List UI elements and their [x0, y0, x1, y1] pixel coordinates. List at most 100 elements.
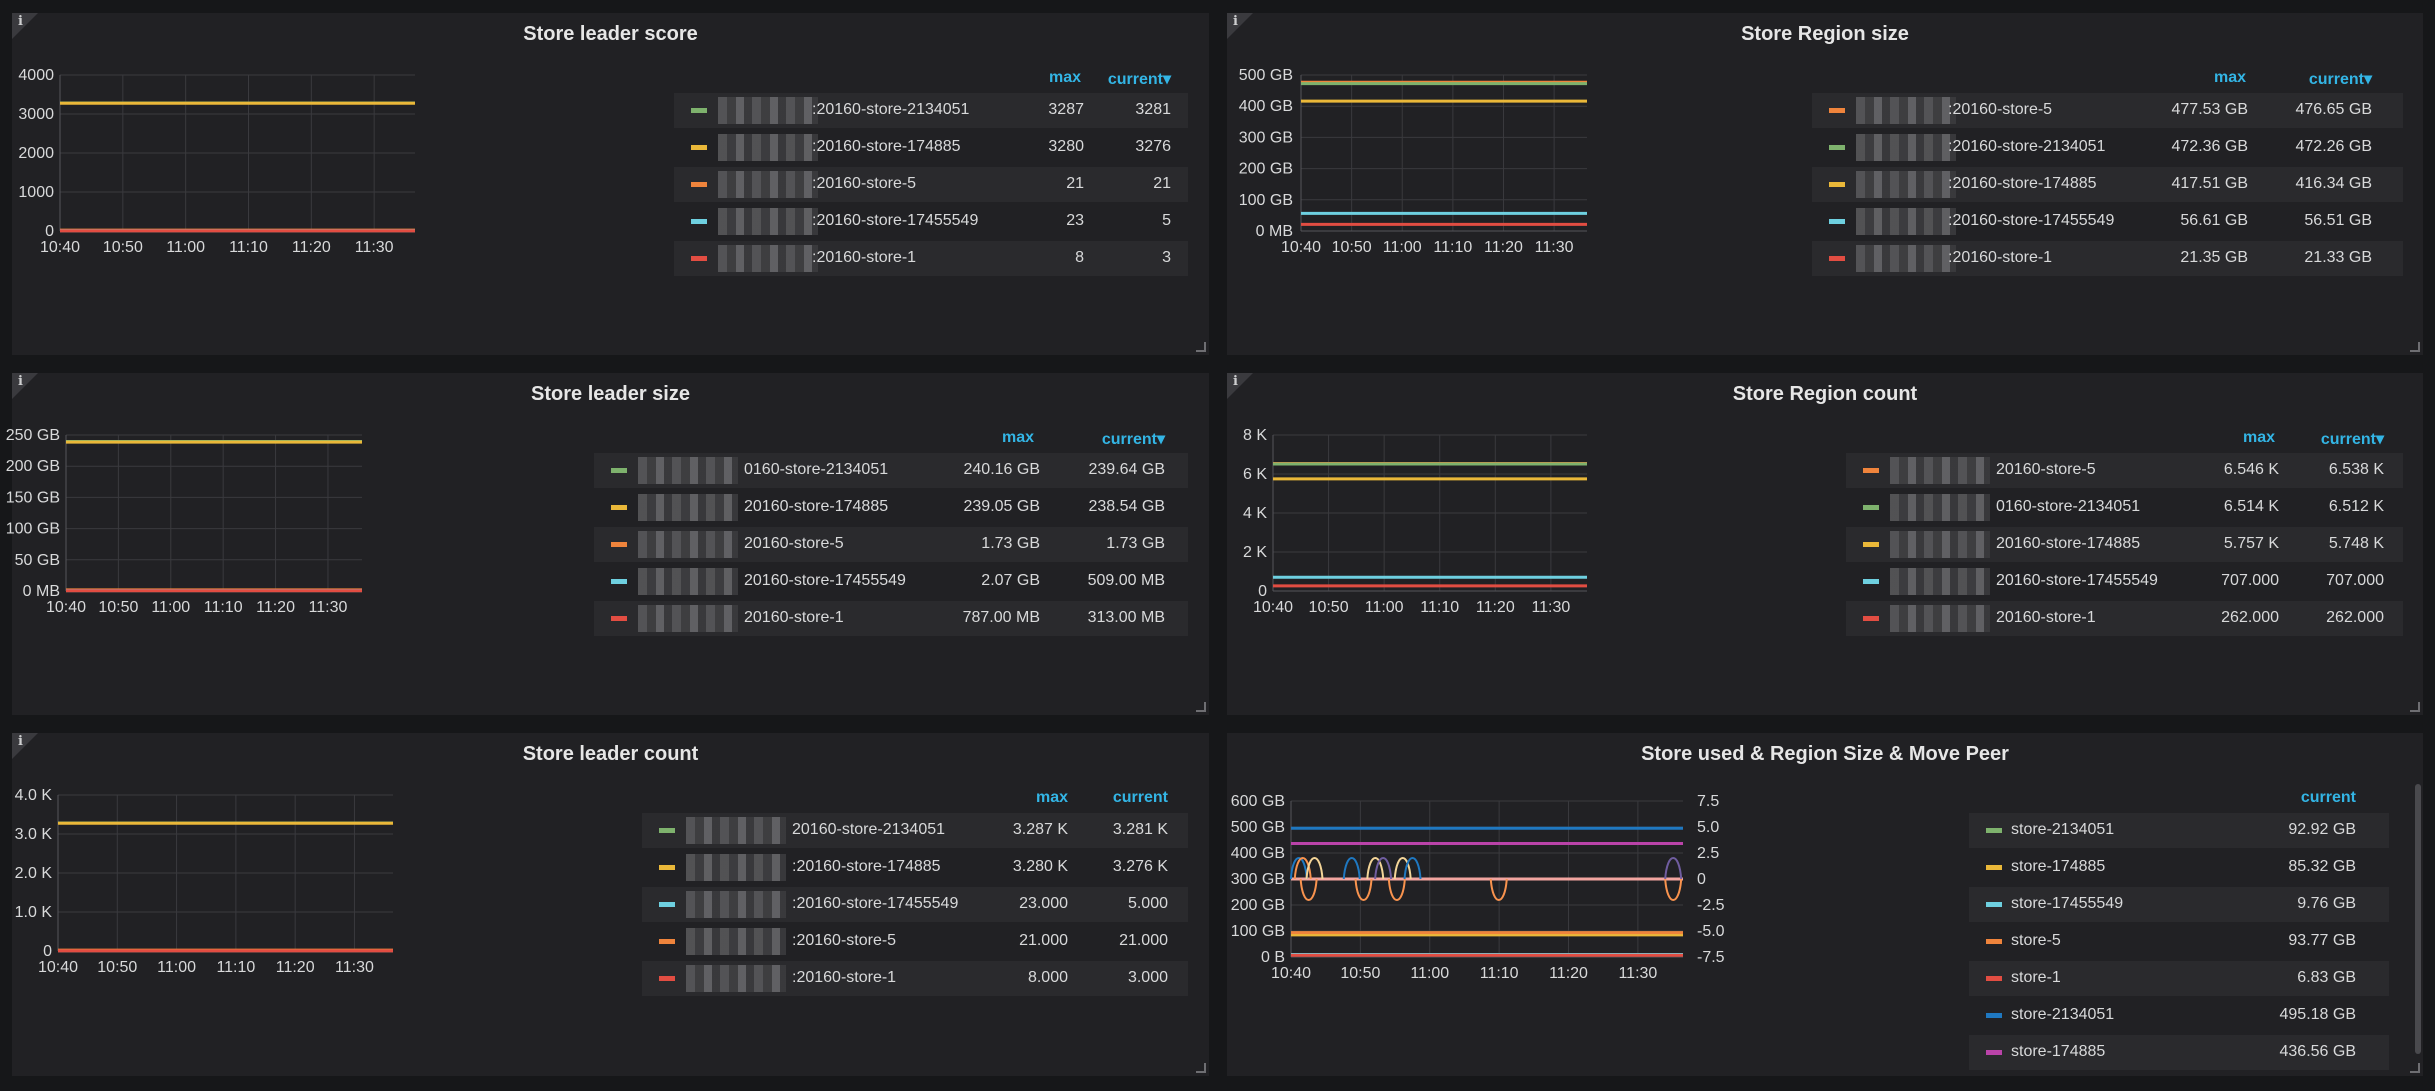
legend-row[interactable]: 20160-store-17455549 2.07 GB 509.00 MB: [594, 564, 1188, 599]
panel-info-corner[interactable]: [1227, 373, 1253, 399]
legend-row[interactable]: :20160-store-174885 3.280 K 3.276 K: [642, 850, 1188, 885]
legend-row[interactable]: 20160-store-174885 239.05 GB 238.54 GB: [594, 490, 1188, 525]
legend-series-name[interactable]: :20160-store-2134051: [1948, 138, 2106, 155]
legend-row[interactable]: store-174885 436.56 GB: [1969, 1035, 2389, 1070]
legend-series-name[interactable]: 20160-store-2134051: [792, 821, 946, 838]
legend-swatch[interactable]: [1986, 902, 2002, 907]
legend-row[interactable]: :20160-store-17455549 23 5: [674, 204, 1188, 239]
legend-swatch[interactable]: [1829, 219, 1845, 224]
legend-series-name[interactable]: :20160-store-174885: [1948, 175, 2097, 192]
legend-row[interactable]: :20160-store-174885 3280 3276: [674, 130, 1188, 165]
chart-store-region-size[interactable]: 0 MB 100 GB 200 GB 300 GB 400 GB 500 GB 10:40 1…: [1227, 13, 1817, 355]
legend-series-name[interactable]: 0160-store-2134051: [1996, 498, 2141, 515]
legend-swatch[interactable]: [611, 505, 627, 510]
legend-series-name[interactable]: :20160-store-5: [792, 932, 897, 949]
legend-row[interactable]: 20160-store-5 1.73 GB 1.73 GB: [594, 527, 1188, 562]
info-icon[interactable]: i: [18, 14, 23, 29]
legend-series-name[interactable]: 20160-store-5: [1996, 461, 2096, 478]
legend-row[interactable]: :20160-store-17455549 56.61 GB 56.51 GB: [1812, 204, 2403, 239]
legend-swatch[interactable]: [659, 865, 675, 870]
legend-row[interactable]: 0160-store-2134051 240.16 GB 239.64 GB: [594, 453, 1188, 488]
legend-header-max[interactable]: max: [2242, 429, 2275, 446]
legend-series-name[interactable]: 20160-store-1: [744, 609, 844, 626]
legend-series-name[interactable]: :20160-store-17455549: [1948, 212, 2115, 229]
panel-info-corner[interactable]: [1227, 13, 1253, 39]
legend-swatch[interactable]: [1986, 1013, 2002, 1018]
legend-series-name[interactable]: :20160-store-17455549: [812, 212, 979, 229]
legend-swatch[interactable]: [691, 108, 707, 113]
panel-resize-handle[interactable]: [1196, 1063, 1206, 1073]
legend-row[interactable]: :20160-store-5 21 21: [674, 167, 1188, 202]
panel-resize-handle[interactable]: [1196, 342, 1206, 352]
legend-row[interactable]: 20160-store-1 787.00 MB 313.00 MB: [594, 601, 1188, 636]
legend-swatch[interactable]: [611, 468, 627, 473]
legend-swatch[interactable]: [659, 902, 675, 907]
panel-resize-handle[interactable]: [1196, 702, 1206, 712]
legend-series-name[interactable]: store-2134051: [2011, 1006, 2115, 1023]
legend-row[interactable]: 20160-store-1 262.000 262.000: [1846, 601, 2403, 636]
legend-series-name[interactable]: store-174885: [2011, 858, 2106, 875]
chart-store-leader-size[interactable]: 0 MB 50 GB 100 GB 150 GB 200 GB 250 GB 10:40 10…: [6, 373, 592, 715]
chart-store-leader-score[interactable]: 0 1000 2000 3000 4000 10:40 10:50 11:00 11:10 11:…: [12, 13, 672, 355]
legend-swatch[interactable]: [1863, 468, 1879, 473]
legend-swatch[interactable]: [611, 579, 627, 584]
legend-row[interactable]: 20160-store-5 6.546 K 6.538 K: [1846, 453, 2403, 488]
panel-info-corner[interactable]: [12, 733, 38, 759]
legend-series-name[interactable]: store-2134051: [2011, 821, 2115, 838]
legend-row[interactable]: 20160-store-2134051 3.287 K 3.281 K: [642, 813, 1188, 848]
legend-row[interactable]: store-174885 85.32 GB: [1969, 850, 2389, 885]
legend-row[interactable]: :20160-store-1 8.000 3.000: [642, 961, 1188, 996]
panel-title[interactable]: Store leader score: [523, 23, 698, 45]
legend-swatch[interactable]: [611, 542, 627, 547]
legend-swatch[interactable]: [1863, 505, 1879, 510]
panel-title[interactable]: Store Region size: [1741, 23, 1909, 45]
panel-title[interactable]: Store used & Region Size & Move Peer: [1641, 743, 2009, 765]
legend-series-name[interactable]: 20160-store-174885: [1996, 535, 2141, 552]
legend-row[interactable]: :20160-store-5 477.53 GB 476.65 GB: [1812, 93, 2403, 128]
legend-row[interactable]: :20160-store-174885 417.51 GB 416.34 GB: [1812, 167, 2403, 202]
legend-row[interactable]: :20160-store-1 8 3: [674, 241, 1188, 276]
legend-row[interactable]: store-1 6.83 GB: [1969, 961, 2389, 996]
legend-series-name[interactable]: 20160-store-17455549: [1996, 572, 2158, 589]
legend-header-max[interactable]: max: [2213, 69, 2246, 86]
panel-title[interactable]: Store Region count: [1732, 383, 1918, 405]
legend-series-name[interactable]: :20160-store-17455549: [792, 895, 959, 912]
legend-swatch[interactable]: [691, 256, 707, 261]
legend-series-name[interactable]: 20160-store-174885: [744, 498, 889, 515]
legend-swatch[interactable]: [1863, 616, 1879, 621]
legend-series-name[interactable]: :20160-store-1: [792, 969, 897, 986]
legend-series-name[interactable]: 20160-store-5: [744, 535, 844, 552]
panel-title[interactable]: Store leader count: [522, 743, 699, 765]
info-icon[interactable]: i: [18, 374, 23, 389]
legend-row[interactable]: store-2134051 495.18 GB: [1969, 998, 2389, 1033]
legend-row[interactable]: 0160-store-2134051 6.514 K 6.512 K: [1846, 490, 2403, 525]
legend-header-current[interactable]: current: [2300, 789, 2356, 806]
legend-header-current[interactable]: current▾: [1107, 71, 1171, 88]
panel-title[interactable]: Store leader size: [531, 383, 690, 405]
legend-row[interactable]: :20160-store-1 21.35 GB 21.33 GB: [1812, 241, 2403, 276]
legend-swatch[interactable]: [1986, 828, 2002, 833]
info-icon[interactable]: i: [18, 734, 23, 749]
panel-resize-handle[interactable]: [2410, 702, 2420, 712]
panel-resize-handle[interactable]: [2410, 342, 2420, 352]
legend-swatch[interactable]: [659, 939, 675, 944]
legend-swatch[interactable]: [1986, 1050, 2002, 1055]
legend-swatch[interactable]: [659, 828, 675, 833]
info-icon[interactable]: i: [1233, 374, 1238, 389]
legend-swatch[interactable]: [1986, 865, 2002, 870]
legend-row[interactable]: :20160-store-2134051 3287 3281: [674, 93, 1188, 128]
legend-row[interactable]: 20160-store-17455549 707.000 707.000: [1846, 564, 2403, 599]
legend-swatch[interactable]: [1829, 182, 1845, 187]
legend-series-name[interactable]: :20160-store-5: [812, 175, 917, 192]
chart-store-used-region-size-move-peer[interactable]: 0 B 100 GB 200 GB 300 GB 400 GB 500 GB 600 GB 1…: [1227, 733, 1927, 1076]
legend-series-name[interactable]: store-1: [2011, 969, 2061, 986]
legend-series-name[interactable]: :20160-store-2134051: [812, 101, 970, 118]
legend-series-name[interactable]: 0160-store-2134051: [744, 461, 889, 478]
legend-series-name[interactable]: 20160-store-1: [1996, 609, 2096, 626]
legend-series-name[interactable]: store-174885: [2011, 1043, 2106, 1060]
legend-swatch[interactable]: [1863, 542, 1879, 547]
legend-header-max[interactable]: max: [1001, 429, 1034, 446]
legend-swatch[interactable]: [691, 219, 707, 224]
legend-series-name[interactable]: :20160-store-174885: [792, 858, 941, 875]
legend-series-name[interactable]: :20160-store-1: [812, 249, 917, 266]
